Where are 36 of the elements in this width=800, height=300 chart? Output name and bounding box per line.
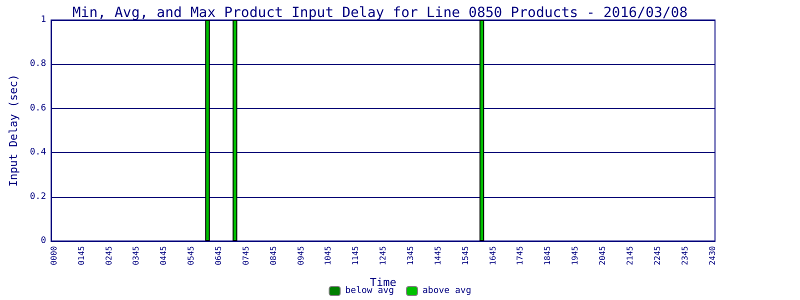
chart-title: Min, Avg, and Max Product Input Delay for Line 0850 Products - 2016/03/08 — [72, 5, 688, 21]
x-tick-label: 1945 — [570, 246, 580, 266]
x-tick-label: 0145 — [76, 246, 86, 266]
x-tick-label: 1445 — [433, 246, 442, 266]
x-tick-label: 1245 — [378, 246, 388, 266]
x-tick-label: 0445 — [159, 246, 168, 266]
y-tick-label: 0.2 — [30, 192, 46, 202]
legend-label: below avg — [345, 286, 394, 296]
x-tick-label: 0745 — [241, 246, 250, 266]
x-tick-label: 1145 — [351, 246, 360, 266]
x-tick-label: 2145 — [625, 246, 634, 266]
x-tick-label: 2245 — [652, 246, 662, 266]
x-axis-title: Time — [370, 276, 396, 289]
legend-label: above avg — [422, 286, 472, 296]
x-tick-label: 1345 — [406, 246, 416, 266]
x-tick-label: 0345 — [132, 246, 141, 266]
x-tick-label: 0545 — [186, 246, 196, 266]
x-tick-label: 2045 — [598, 246, 608, 266]
x-tick-label: 1045 — [324, 246, 333, 266]
y-tick-label: 0.4 — [30, 148, 46, 158]
x-tick-label: 0845 — [268, 246, 278, 266]
y-tick-label: 1 — [40, 15, 46, 25]
x-tick-label: 2430 — [708, 246, 717, 266]
x-tick-label: 0645 — [214, 246, 223, 266]
x-tick-label: 0000 — [49, 246, 58, 266]
y-tick-label: 0.8 — [30, 59, 46, 70]
x-tick-label: 1645 — [488, 246, 498, 266]
y-tick-label: 0.6 — [30, 103, 46, 114]
x-tick-label: 1545 — [460, 246, 470, 266]
y-axis-title: Input Delay (sec) — [7, 74, 20, 187]
x-tick-label: 1845 — [543, 246, 552, 266]
x-tick-label: 0945 — [296, 246, 306, 266]
y-tick-label: 0 — [40, 236, 46, 246]
x-tick-label: 1745 — [516, 246, 525, 266]
x-tick-label: 0245 — [104, 246, 114, 266]
x-tick-label: 2345 — [680, 246, 690, 266]
